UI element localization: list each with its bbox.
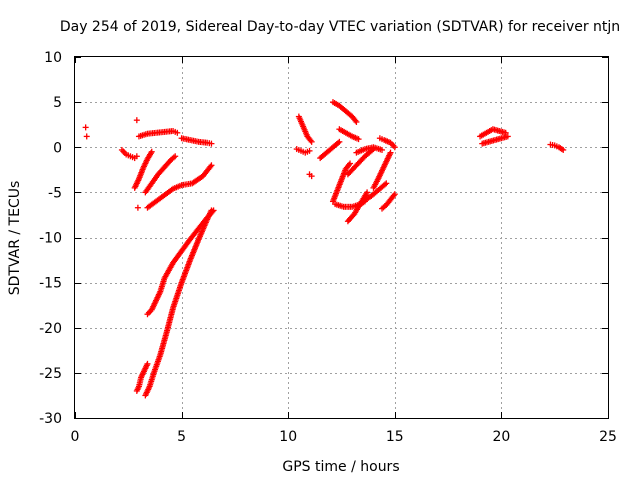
y-tick-label: -10: [39, 231, 62, 247]
data-point: [308, 173, 315, 180]
data-point: [336, 138, 343, 145]
data-point: [172, 153, 179, 160]
x-tick-label: 20: [492, 429, 510, 445]
data-point: [208, 162, 215, 169]
data-point: [383, 180, 390, 187]
data-point: [82, 124, 89, 131]
data-point: [355, 136, 362, 143]
data-points: [82, 99, 567, 399]
data-point: [335, 139, 342, 146]
x-tick-label: 5: [177, 429, 186, 445]
x-axis-label: GPS time / hours: [282, 459, 399, 475]
chart-title: Day 254 of 2019, Sidereal Day-to-day VTE…: [60, 19, 620, 35]
data-point: [208, 140, 215, 147]
data-point: [381, 181, 388, 188]
y-axis-label: SDTVAR / TECUs: [7, 181, 23, 296]
y-tick-label: -5: [48, 185, 62, 201]
data-point: [353, 118, 360, 125]
data-point: [174, 129, 181, 136]
data-point: [306, 147, 313, 154]
data-point: [347, 160, 354, 167]
x-tick-label: 25: [599, 429, 617, 445]
y-tick-label: 5: [53, 95, 62, 111]
grid: [75, 57, 608, 418]
y-tick-label: -15: [39, 276, 62, 292]
axis-ticks: 0 5 10 15 20 25 -30 -25 -20 -15 -10 -5 0 5 10: [39, 50, 617, 445]
y-tick-label: 10: [44, 50, 62, 66]
data-point: [133, 153, 140, 160]
y-tick-label: -25: [39, 366, 62, 382]
data-point: [504, 133, 511, 140]
data-point: [364, 189, 371, 196]
data-point: [560, 146, 567, 153]
x-tick-label: 0: [71, 429, 80, 445]
plot-frame: [74, 56, 609, 419]
data-point: [391, 191, 398, 198]
data-point: [387, 149, 394, 156]
y-tick-label: -30: [39, 411, 62, 427]
x-tick-label: 15: [386, 429, 404, 445]
data-point: [134, 204, 141, 211]
data-point: [308, 138, 315, 145]
data-point: [83, 133, 90, 140]
y-tick-label: -20: [39, 321, 62, 337]
data-point: [208, 207, 215, 214]
data-point: [148, 148, 155, 155]
data-point: [133, 117, 140, 124]
x-tick-label: 10: [279, 429, 297, 445]
data-point: [391, 144, 398, 151]
data-point: [379, 146, 386, 153]
y-tick-label: 0: [53, 140, 62, 156]
data-point: [144, 360, 151, 367]
